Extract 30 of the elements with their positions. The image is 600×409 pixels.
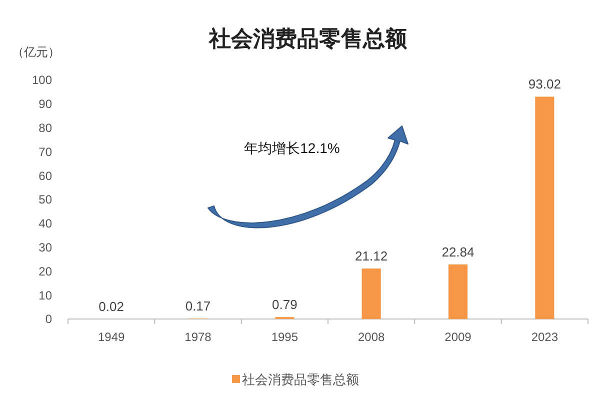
y-tick-label: 100 (32, 73, 52, 88)
y-tick-label: 80 (38, 121, 52, 135)
y-tick-label: 70 (38, 144, 52, 159)
data-label: 93.02 (528, 76, 561, 92)
x-tick-label: 2009 (444, 330, 472, 344)
y-axis-title: （亿元） (12, 45, 60, 59)
y-tick-label: 40 (38, 216, 52, 231)
legend-label: 社会消费品零售总额 (242, 372, 359, 387)
annotation: 年均增长12.1% (244, 140, 340, 156)
y-tick-label: 60 (38, 168, 52, 183)
x-tick-label: 2008 (358, 330, 386, 344)
y-tick-label: 20 (38, 264, 52, 278)
x-tick-label: 1995 (271, 330, 298, 344)
x-tick-label: 2023 (531, 330, 558, 344)
data-label: 0.02 (98, 298, 124, 314)
y-tick-label: 50 (38, 192, 52, 207)
y-tick-label: 90 (38, 97, 52, 112)
bar (448, 264, 468, 319)
chart-title: 社会消费品零售总额 (208, 26, 408, 52)
y-tick-label: 30 (38, 240, 52, 254)
y-tick-label: 0 (45, 312, 52, 326)
data-label: 0.17 (185, 298, 211, 314)
bar (362, 268, 381, 319)
x-tick-label: 1949 (98, 330, 126, 344)
data-label: 22.84 (442, 244, 474, 260)
bar (535, 96, 554, 319)
y-tick-label: 10 (38, 288, 52, 302)
x-tick-label: 1978 (184, 330, 212, 344)
data-label: 0.79 (272, 297, 298, 312)
data-label: 21.12 (355, 248, 388, 264)
